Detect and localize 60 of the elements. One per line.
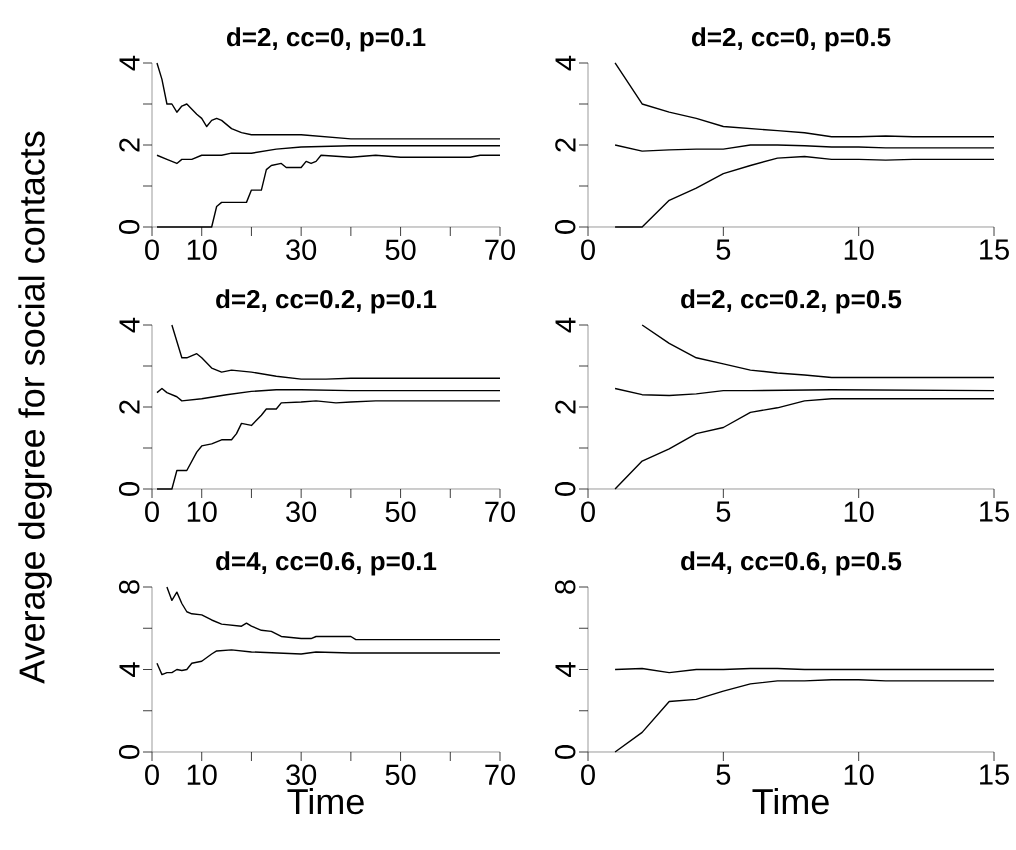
y-axis-title: Average degree for social contacts (18, 131, 52, 684)
y-tick-label: 4 (555, 55, 576, 71)
x-axis-title: Time (287, 787, 364, 815)
x-tick-label: 10 (844, 764, 874, 786)
y-tick-label: 0 (118, 220, 140, 234)
y-tick-label: 8 (118, 580, 140, 594)
y-tick-label: 4 (119, 662, 140, 677)
x-tick-label: 50 (385, 764, 416, 786)
x-tick-label: 15 (980, 501, 1009, 522)
chart-title: d=2, cc=0.2, p=0.5 (681, 289, 902, 314)
y-tick-label: 0 (554, 482, 576, 496)
x-tick-label: 0 (581, 764, 595, 786)
line-series (156, 400, 501, 490)
y-tick-label: 2 (555, 138, 576, 152)
x-tick-label: 50 (385, 239, 416, 261)
x-tick-label: 0 (145, 239, 159, 261)
line-series (156, 387, 501, 402)
y-tick-label: 0 (554, 220, 576, 234)
x-tick-label: 10 (187, 501, 217, 523)
y-tick-label: 2 (555, 400, 576, 414)
line-series (614, 144, 995, 152)
x-tick-label: 15 (980, 239, 1009, 260)
chart-title: d=2, cc=0, p=0.1 (226, 27, 426, 52)
line-series (614, 387, 995, 397)
line-series (641, 324, 995, 379)
y-tick-label: 4 (119, 317, 140, 333)
x-tick-label: 70 (485, 764, 515, 786)
x-tick-label: 5 (716, 501, 731, 522)
x-tick-label: 5 (716, 239, 731, 260)
chart-title: d=4, cc=0.6, p=0.5 (681, 551, 902, 576)
chart-title: d=2, cc=0, p=0.5 (691, 27, 891, 52)
y-tick-label: 2 (119, 138, 140, 152)
x-tick-label: 0 (581, 239, 595, 261)
chart-title: d=2, cc=0.2, p=0.1 (216, 289, 437, 314)
y-tick-label: 8 (554, 580, 576, 594)
y-tick-label: 4 (119, 55, 140, 71)
x-tick-label: 50 (385, 501, 416, 523)
x-tick-label: 10 (187, 764, 217, 786)
x-tick-label: 10 (844, 501, 874, 523)
chart-title: d=4, cc=0.6, p=0.1 (216, 551, 437, 576)
y-tick-label: 4 (555, 662, 576, 677)
y-tick-label: 4 (555, 317, 576, 333)
line-series (156, 145, 501, 165)
x-tick-label: 30 (286, 501, 317, 523)
x-tick-label: 70 (485, 239, 515, 261)
x-tick-label: 5 (716, 764, 731, 785)
y-tick-label: 2 (119, 400, 140, 414)
y-tick-label: 0 (118, 482, 140, 496)
x-tick-label: 10 (187, 239, 217, 261)
x-axis-title: Time (752, 787, 829, 815)
x-tick-label: 15 (980, 764, 1009, 785)
x-tick-label: 0 (145, 501, 159, 523)
x-tick-label: 0 (145, 764, 159, 786)
x-tick-label: 30 (286, 239, 317, 261)
x-tick-label: 10 (844, 239, 874, 261)
x-tick-label: 70 (485, 501, 515, 523)
y-tick-label: 0 (554, 745, 576, 759)
x-tick-label: 30 (286, 764, 317, 786)
x-tick-label: 0 (581, 501, 595, 523)
y-tick-label: 0 (118, 745, 140, 759)
